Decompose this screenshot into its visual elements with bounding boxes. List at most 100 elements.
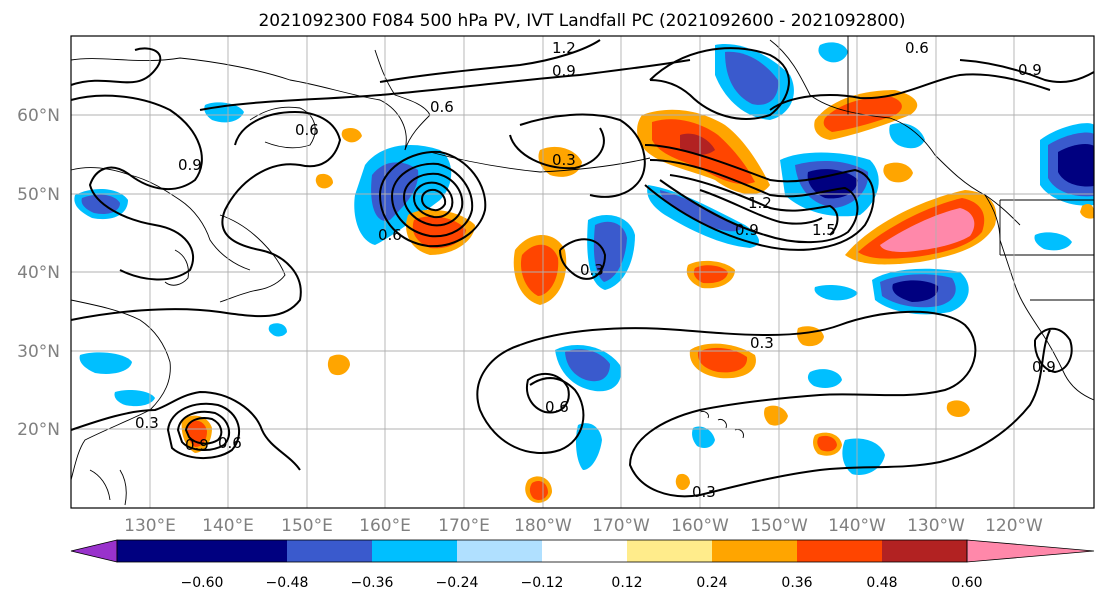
coast-sea-of-okhotsk bbox=[249, 106, 316, 149]
lon-label-120w: 120°W bbox=[985, 516, 1043, 536]
contour-label-1: 1.2 bbox=[552, 39, 576, 57]
shade-orange-small15 bbox=[341, 128, 362, 143]
contour-label-7: 0.6 bbox=[378, 226, 402, 244]
shade-darkblue-band bbox=[660, 190, 742, 232]
contour-ridge-loop bbox=[509, 127, 605, 170]
contour-japan-arc bbox=[88, 166, 195, 281]
contour-06-loop bbox=[526, 372, 570, 414]
colorbar-tick-2: −0.48 bbox=[266, 575, 309, 591]
shade-red-small4 bbox=[817, 435, 837, 452]
shade-blue-small12 bbox=[1034, 232, 1072, 251]
contour-label-11: 0.6 bbox=[905, 39, 929, 57]
contour-20n-outer bbox=[70, 390, 301, 471]
lat-label-20n: 20°N bbox=[17, 420, 60, 440]
colorbar-extend-right bbox=[966, 539, 1095, 563]
border-us-canada bbox=[847, 36, 1094, 301]
contour-low-ring5 bbox=[420, 188, 447, 212]
colorbar-segment-8 bbox=[712, 540, 797, 562]
contour-09-kamchatka bbox=[379, 39, 601, 83]
colorbar-segment-5 bbox=[457, 540, 542, 562]
lon-label-170w: 170°W bbox=[592, 516, 650, 536]
contour-west-loop bbox=[70, 94, 203, 191]
colorbar: −0.60 −0.48 −0.36 −0.24 −0.12 0.12 0.24 … bbox=[70, 539, 1095, 591]
lon-label-130e: 130°E bbox=[124, 516, 176, 536]
contour-east-low bbox=[1033, 327, 1073, 374]
contour-label-15: 0.9 bbox=[1018, 61, 1042, 79]
contour-low-ring2 bbox=[390, 162, 474, 238]
shade-blue-small18 bbox=[818, 42, 848, 63]
contour-west-top bbox=[70, 47, 162, 86]
contour-gulf-1 bbox=[644, 144, 875, 251]
contour-label-10: 1.5 bbox=[812, 221, 836, 239]
contour-20n-ring3 bbox=[184, 417, 223, 445]
lat-label-60n: 60°N bbox=[17, 106, 60, 126]
lon-label-180w: 180°W bbox=[514, 516, 572, 536]
contour-alaska-ring bbox=[769, 73, 1051, 111]
shade-orange-160n bbox=[538, 146, 582, 177]
pv-shading bbox=[74, 42, 1094, 503]
colorbar-tick-5: −0.12 bbox=[521, 575, 564, 591]
shade-red-small2 bbox=[529, 481, 548, 501]
shade-pink-nwus bbox=[880, 208, 975, 252]
lon-label-130w: 130°W bbox=[907, 516, 965, 536]
contour-20n-ring1 bbox=[166, 402, 241, 460]
shade-deepnavy-140w bbox=[807, 169, 858, 199]
colorbar-segment-10 bbox=[882, 540, 967, 562]
colorbar-tick-8: 0.36 bbox=[781, 575, 812, 591]
contour-low-ring4 bbox=[412, 181, 454, 219]
lon-labels: 130°E 140°E 150°E 160°E 170°E 180°W 170°… bbox=[124, 516, 1043, 536]
contours bbox=[70, 39, 1095, 498]
contour-06-south bbox=[70, 110, 342, 321]
contour-03-large bbox=[519, 310, 1051, 498]
shade-orange-small20 bbox=[675, 473, 690, 491]
colorbar-tick-10: 0.60 bbox=[951, 575, 982, 591]
shade-orange-small9 bbox=[883, 162, 913, 183]
shade-deepnavy-130w bbox=[892, 280, 939, 302]
shade-blue-small7 bbox=[807, 369, 842, 388]
contour-ridge-north bbox=[519, 113, 646, 198]
lon-label-140w: 140°W bbox=[828, 516, 886, 536]
shade-orange-small1 bbox=[327, 354, 350, 376]
lat-label-40n: 40°N bbox=[17, 263, 60, 283]
coast-philippines bbox=[89, 469, 127, 506]
contour-20n-ring2 bbox=[176, 410, 231, 451]
shade-darkblue-kamchatka bbox=[371, 162, 419, 221]
coast-korea bbox=[164, 249, 189, 286]
figure-title: 2021092300 F084 500 hPa PV, IVT Landfall… bbox=[258, 11, 905, 31]
colorbar-segment-2 bbox=[202, 540, 287, 562]
contour-low-ring1 bbox=[378, 150, 487, 248]
colorbar-tick-1: −0.60 bbox=[181, 575, 224, 591]
shade-orange-small10 bbox=[764, 405, 788, 426]
shade-red-180 bbox=[520, 244, 559, 296]
shade-blue-west3 bbox=[79, 352, 132, 374]
contour-label-6: 0.9 bbox=[178, 156, 202, 174]
contour-gulf-2 bbox=[649, 159, 859, 244]
contour-label-20: 0.9 bbox=[1032, 358, 1056, 376]
colorbar-segment-9 bbox=[797, 540, 882, 562]
contour-label-17: 0.3 bbox=[135, 414, 159, 432]
contour-label-3: 0.6 bbox=[430, 98, 454, 116]
contour-label-9: 0.9 bbox=[735, 221, 759, 239]
contour-central-03 bbox=[559, 238, 607, 280]
colorbar-frame bbox=[116, 539, 968, 563]
contour-label-5: 0.3 bbox=[552, 151, 576, 169]
colorbar-segment-first-navy bbox=[117, 540, 202, 562]
shade-red-155w bbox=[697, 347, 748, 373]
contour-alaska-big bbox=[649, 47, 790, 120]
lon-label-170e: 170°E bbox=[438, 516, 490, 536]
contour-label-12: 0.3 bbox=[750, 334, 774, 352]
contour-03-west bbox=[476, 344, 585, 455]
contour-label-2: 0.9 bbox=[552, 62, 576, 80]
lon-label-150w: 150°W bbox=[750, 516, 808, 536]
lon-label-150e: 150°E bbox=[281, 516, 333, 536]
coastlines bbox=[70, 36, 1095, 506]
shade-navy-175w bbox=[565, 349, 610, 382]
colorbar-tick-6: 0.12 bbox=[611, 575, 642, 591]
lon-label-160w: 160°W bbox=[671, 516, 729, 536]
colorbar-segment-7 bbox=[627, 540, 712, 562]
coast-china bbox=[70, 299, 171, 481]
shade-blue-small8 bbox=[814, 285, 858, 301]
shade-darkblue-nepac bbox=[725, 51, 779, 105]
shade-orange-small19 bbox=[1080, 204, 1094, 219]
contour-06-north bbox=[199, 59, 691, 111]
